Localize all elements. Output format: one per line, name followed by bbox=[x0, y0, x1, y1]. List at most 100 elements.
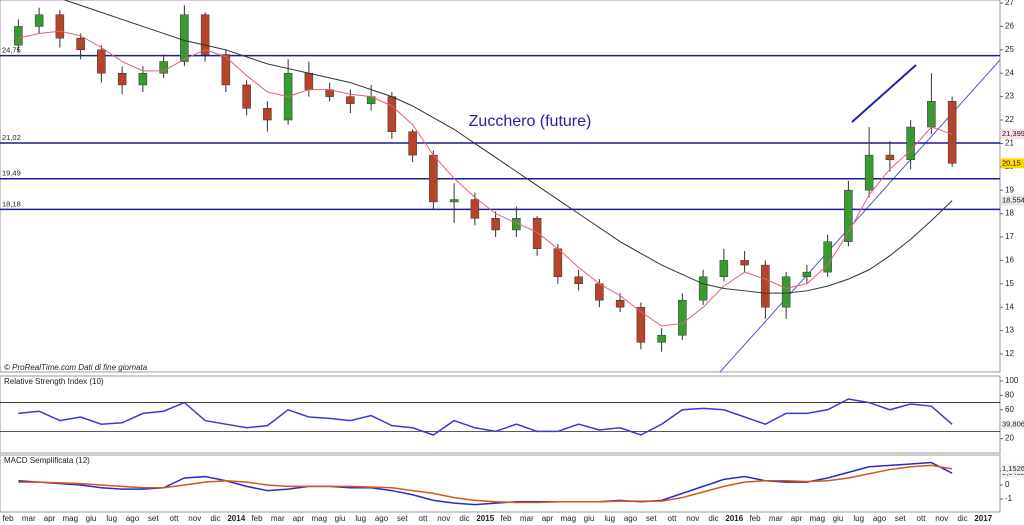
clip-group bbox=[18, 30, 953, 327]
y-tick-label: 19 bbox=[1005, 185, 1014, 194]
candles bbox=[14, 5, 957, 352]
x-tick-label: giu bbox=[833, 514, 844, 523]
x-tick-label: 2016 bbox=[725, 514, 743, 523]
last-value-label: 39,806 bbox=[1002, 419, 1024, 428]
y-tick-label: 18 bbox=[1005, 209, 1014, 218]
last-value-label: 18,554 bbox=[1002, 196, 1024, 205]
candle-body bbox=[34, 14, 44, 27]
candle-body bbox=[802, 271, 812, 278]
y-tick-label: -1 bbox=[1005, 494, 1013, 503]
candle-body bbox=[947, 101, 957, 164]
x-tick-label: 2014 bbox=[227, 514, 245, 523]
candle-body bbox=[159, 61, 168, 74]
x-tick-label: mag bbox=[809, 514, 825, 523]
x-tick-label: lug bbox=[604, 514, 615, 523]
x-tick-label: mar bbox=[520, 514, 534, 523]
x-tick-label: feb bbox=[749, 514, 761, 523]
x-tick-label: ago bbox=[873, 514, 887, 523]
y-tick-label: 25 bbox=[1005, 45, 1014, 54]
x-tick-label: dic bbox=[210, 514, 220, 523]
candle-body bbox=[180, 14, 189, 62]
y-tick-label: 14 bbox=[1005, 302, 1014, 311]
x-tick-label: nov bbox=[686, 514, 699, 523]
candle-body bbox=[885, 154, 895, 161]
x-tick-label: ago bbox=[624, 514, 638, 523]
candle-body bbox=[719, 260, 729, 278]
x-tick-label: nov bbox=[437, 514, 450, 523]
x-tick-label: dic bbox=[708, 514, 718, 523]
last-value-label: 1,1526 bbox=[1002, 464, 1024, 473]
candle-body bbox=[408, 131, 417, 156]
x-tick-label: set bbox=[646, 514, 657, 523]
footer: © ProRealTime.com Dati di fine giornata bbox=[4, 363, 148, 372]
series-line bbox=[18, 464, 953, 504]
last-value-label: 20,15 bbox=[1002, 158, 1021, 167]
clip-group bbox=[18, 398, 953, 436]
x-tick-label: giu bbox=[584, 514, 595, 523]
y-tick-label: 60 bbox=[1005, 405, 1014, 414]
series-line bbox=[18, 461, 953, 506]
series-line bbox=[18, 398, 953, 436]
x-tick-label: feb bbox=[500, 514, 512, 523]
candle-body bbox=[138, 72, 148, 86]
chart-title: Zucchero (future) bbox=[469, 113, 592, 130]
x-tick-label: apr bbox=[542, 514, 554, 523]
clip-group bbox=[63, 0, 953, 294]
x-tick-label: ott bbox=[170, 514, 180, 523]
candle-body bbox=[429, 154, 438, 203]
candle-body bbox=[117, 72, 127, 86]
rsi-panel bbox=[0, 375, 1001, 454]
x-tick-label: mar bbox=[769, 514, 783, 523]
candle-body bbox=[761, 264, 770, 308]
x-tick-label: giu bbox=[335, 514, 346, 523]
candle-body bbox=[864, 154, 874, 191]
x-tick-label: nov bbox=[935, 514, 948, 523]
series-line bbox=[18, 30, 953, 327]
x-tick-label: mag bbox=[311, 514, 327, 523]
level-label: 19,49 bbox=[2, 169, 21, 178]
candle-body bbox=[346, 96, 355, 104]
x-tick-label: giu bbox=[86, 514, 97, 523]
candle-body bbox=[844, 189, 853, 242]
candle-body bbox=[221, 54, 231, 86]
price-panel bbox=[0, 0, 1001, 373]
x-tick-label: feb bbox=[251, 514, 263, 523]
x-tick-label: dic bbox=[459, 514, 469, 523]
candle-body bbox=[595, 283, 604, 301]
x-tick-label: ott bbox=[917, 514, 927, 523]
candle-body bbox=[553, 248, 563, 278]
candle-body bbox=[242, 84, 251, 109]
candle-body bbox=[76, 37, 85, 51]
candle-body bbox=[263, 108, 272, 121]
level-label: 18,18 bbox=[2, 199, 21, 208]
last-value-box bbox=[1001, 419, 1024, 430]
candle-body bbox=[200, 14, 210, 55]
candle-body bbox=[678, 299, 687, 336]
y-tick-label: 13 bbox=[1005, 326, 1014, 335]
y-tick-label: 21 bbox=[1005, 139, 1014, 148]
trend-line bbox=[851, 64, 917, 123]
last-value-box bbox=[1001, 463, 1024, 474]
candle-body bbox=[615, 299, 625, 308]
last-value-label: 21,399 bbox=[1002, 129, 1024, 138]
x-tick-label: set bbox=[148, 514, 159, 523]
x-tick-label: nov bbox=[188, 514, 201, 523]
panel-title: MACD Semplificata (12) bbox=[4, 456, 90, 465]
candle-body bbox=[512, 218, 521, 231]
y-tick-label: 0 bbox=[1005, 480, 1010, 489]
candle-body bbox=[449, 199, 459, 203]
candle-body bbox=[927, 101, 936, 128]
candle-body bbox=[97, 49, 106, 74]
candle-body bbox=[55, 14, 65, 39]
candle-body bbox=[574, 276, 583, 285]
last-value-box bbox=[1001, 129, 1024, 140]
y-tick-label: 27 bbox=[1005, 0, 1014, 7]
candle-body bbox=[491, 218, 500, 231]
y-tick-label: 12 bbox=[1005, 349, 1014, 358]
y-tick-label: 20 bbox=[1005, 434, 1014, 443]
x-tick-label: lug bbox=[355, 514, 366, 523]
x-tick-label: 2017 bbox=[974, 514, 992, 523]
x-tick-label: 2015 bbox=[476, 514, 494, 523]
